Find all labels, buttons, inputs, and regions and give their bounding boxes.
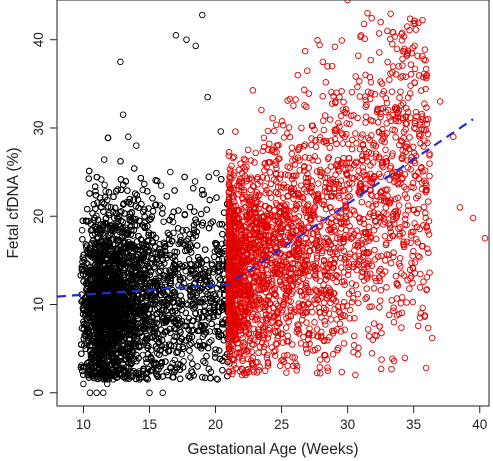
series-black-point (100, 156, 108, 163)
series-black-point (206, 328, 214, 335)
series-black-point (149, 314, 156, 322)
series-black-point (156, 202, 164, 209)
series-black-point (101, 181, 108, 189)
series-black-point (152, 260, 160, 267)
series-black-point (195, 338, 203, 346)
series-black-point (78, 227, 86, 234)
series-black-point (157, 182, 165, 189)
series-black-point (92, 187, 99, 195)
series-black-point (161, 341, 169, 348)
series-black-point (175, 240, 182, 248)
series-black-point (152, 201, 160, 208)
series-black-point (155, 336, 163, 343)
series-black-point (187, 354, 194, 361)
series-black-point (216, 291, 223, 298)
series-black-point (215, 274, 222, 281)
series-black-point (191, 178, 199, 185)
series-black-point (199, 191, 206, 198)
series-black-point (208, 337, 215, 344)
series-black-point (167, 168, 174, 176)
series-black-point (213, 375, 220, 382)
data-points-layer (77, 0, 489, 397)
series-black-point (139, 186, 146, 194)
series-black-point (202, 359, 209, 367)
series-black-point (160, 218, 167, 225)
series-black-point (213, 169, 220, 177)
series-black-point (214, 376, 221, 383)
